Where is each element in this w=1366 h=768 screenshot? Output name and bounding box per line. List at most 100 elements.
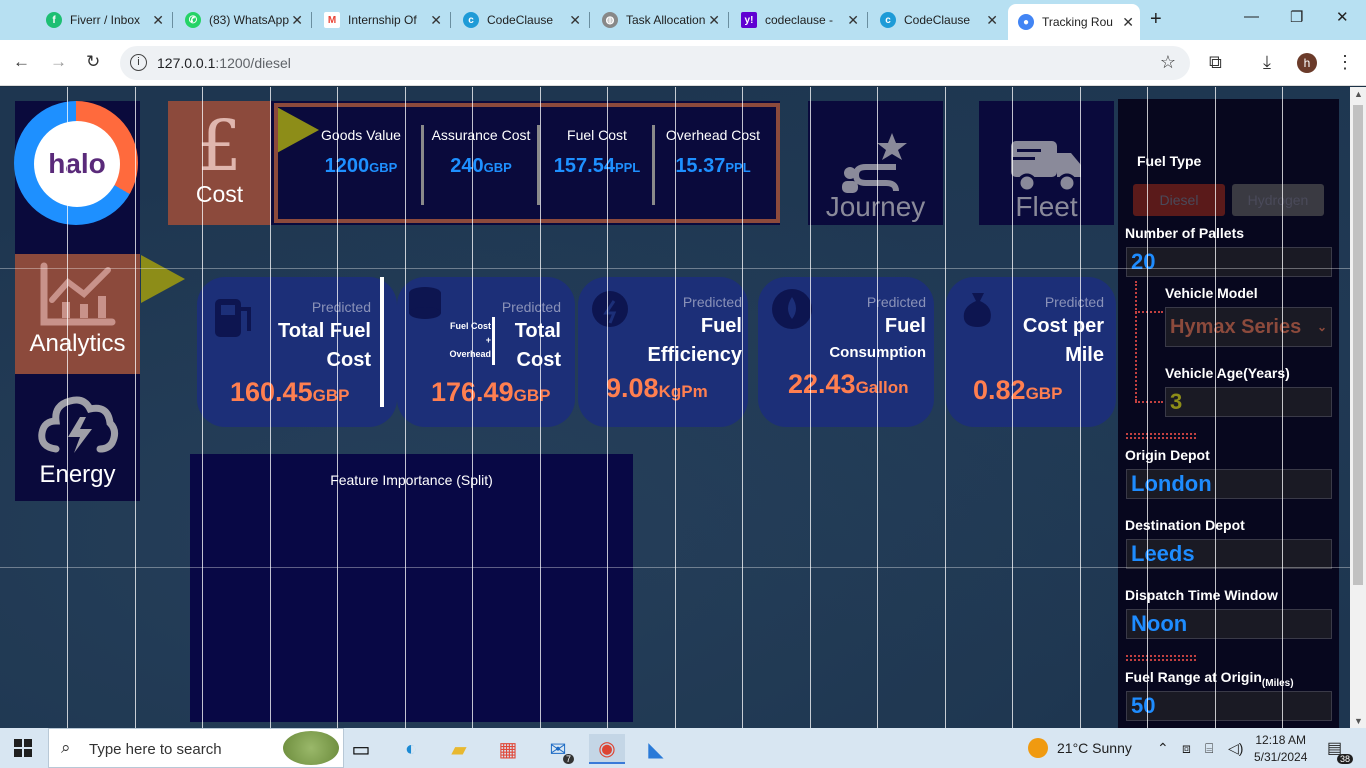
fuel-range-input[interactable]: 50: [1126, 691, 1332, 721]
tab-label: Internship Of: [348, 13, 417, 27]
site-info-icon[interactable]: i: [130, 54, 147, 71]
close-window-button[interactable]: ✕: [1336, 9, 1349, 26]
scrollbar-thumb[interactable]: [1353, 105, 1363, 585]
tab-yahoo[interactable]: y! codeclause - ✕: [731, 6, 865, 34]
fiverr-icon: f: [46, 12, 62, 28]
tab-codeclause[interactable]: c CodeClause ✕: [453, 6, 587, 34]
chevron-down-icon: ⌄: [1316, 320, 1327, 334]
pallets-input[interactable]: 20: [1126, 247, 1332, 277]
menu-kebab-icon[interactable]: ⋮: [1336, 52, 1354, 72]
coins-stack-icon: [409, 287, 441, 319]
close-icon[interactable]: ✕: [847, 11, 859, 28]
truck-icon: [1010, 141, 1081, 193]
clock[interactable]: 12:18 AM 5/31/2024: [1254, 733, 1308, 764]
nav-tile-journey[interactable]: Journey: [808, 101, 943, 225]
nav-tile-fleet[interactable]: Fleet: [979, 101, 1114, 225]
sun-icon: [1028, 738, 1048, 758]
close-icon[interactable]: ✕: [430, 11, 442, 28]
sidebar-item-analytics[interactable]: Analytics: [15, 254, 140, 374]
scroll-down-icon[interactable]: ▼: [1354, 716, 1363, 726]
tab-label: codeclause -: [765, 13, 834, 27]
fuel-type-label: Fuel Type: [1137, 153, 1202, 169]
destination-depot-input[interactable]: Leeds: [1126, 539, 1332, 569]
extensions-icon[interactable]: ⧉: [1209, 52, 1222, 72]
restore-button[interactable]: ❐: [1290, 9, 1304, 26]
tab-fiverr[interactable]: f Fiverr / Inbox ✕: [36, 6, 170, 34]
card-value: 9.08KgPm: [606, 373, 708, 403]
download-icon[interactable]: ⤓: [1263, 52, 1271, 72]
card-value: 0.82GBP: [973, 375, 1063, 405]
nav-tile-label: Fleet: [1015, 191, 1078, 222]
page-scrollbar[interactable]: ▲ ▼: [1350, 87, 1366, 728]
notification-center-icon[interactable]: ▤ 38: [1325, 736, 1353, 764]
windows-start-icon[interactable]: [14, 739, 32, 757]
card-title: Total Fuel Cost: [278, 320, 371, 371]
tab-codeclause-2[interactable]: c CodeClause ✕: [870, 6, 1004, 34]
reload-button[interactable]: ↻: [86, 52, 101, 71]
fuel-option-diesel[interactable]: Diesel: [1133, 184, 1225, 216]
dashboard-page: halo Analytics Energy £ Cost Goods Value…: [0, 87, 1350, 728]
vscode-icon[interactable]: ◣: [648, 738, 664, 761]
journey-route-icon: [841, 133, 907, 193]
card-value: 22.43Gallon: [788, 369, 909, 399]
url-text[interactable]: 127.0.0.1:1200/diesel: [157, 55, 291, 71]
metric-assurance-cost: Assurance Cost 240GBP: [431, 127, 531, 177]
task-view-icon[interactable]: ▭: [351, 738, 371, 761]
tab-gmail[interactable]: M Internship Of ✕: [314, 6, 448, 34]
sidebar-item-label: Energy: [39, 461, 116, 488]
minimize-button[interactable]: —: [1244, 8, 1259, 25]
tray-chevron-icon[interactable]: ⌃: [1157, 740, 1169, 756]
network-icon[interactable]: ⌸: [1205, 740, 1214, 756]
vehicle-model-select[interactable]: Hymax Series ⌄: [1165, 307, 1332, 347]
scroll-up-icon[interactable]: ▲: [1354, 89, 1363, 99]
predicted-label: Predicted: [682, 294, 742, 310]
close-icon[interactable]: ✕: [708, 11, 720, 28]
profile-avatar[interactable]: h: [1297, 53, 1317, 73]
codeclause-icon: c: [880, 12, 896, 28]
card-value: 176.49GBP: [431, 377, 551, 407]
meet-icon[interactable]: ⧈: [1182, 740, 1191, 756]
forward-button[interactable]: →: [50, 52, 67, 71]
card-title: Total Cost: [514, 320, 561, 371]
metric-fuel-cost: Fuel Cost 157.54PPL: [553, 127, 641, 177]
close-icon[interactable]: ✕: [152, 11, 164, 28]
back-button[interactable]: ←: [13, 52, 30, 71]
metric-overhead-cost: Overhead Cost 15.37PPL: [665, 127, 761, 177]
halo-logo[interactable]: halo: [14, 101, 138, 225]
dispatch-window-input[interactable]: Noon: [1126, 609, 1332, 639]
card-title: Fuel: [884, 315, 926, 337]
edge-icon[interactable]: ◐: [404, 737, 418, 760]
cost-metrics-frame: [274, 103, 780, 223]
weather-text[interactable]: 21°C Sunny: [1057, 740, 1132, 756]
origin-depot-input[interactable]: London: [1126, 469, 1332, 499]
close-icon[interactable]: ✕: [1122, 13, 1134, 30]
close-icon[interactable]: ✕: [986, 11, 998, 28]
chrome-taskbar-icon[interactable]: ◉: [589, 734, 625, 764]
close-icon[interactable]: ✕: [569, 11, 581, 28]
fuel-range-label: Fuel Range at Origin(Miles): [1125, 669, 1294, 689]
tab-tracking-active[interactable]: ● Tracking Rou ✕: [1008, 4, 1140, 40]
feature-importance-chart: Feature Importance (Split): [190, 454, 633, 722]
pound-icon: £: [197, 105, 242, 187]
store-icon[interactable]: ▦: [498, 738, 518, 761]
tab-task-allocation[interactable]: ◍ Task Allocation ✕: [592, 6, 726, 34]
vehicle-age-label: Vehicle Age(Years): [1165, 365, 1290, 381]
tab-whatsapp[interactable]: ✆ (83) WhatsApp ✕: [175, 6, 309, 34]
omnibox[interactable]: i 127.0.0.1:1200/diesel ☆: [120, 46, 1190, 80]
energy-cloud-bolt-icon: [37, 396, 118, 453]
arrow-pointer-icon: [141, 255, 185, 303]
mail-icon[interactable]: ✉ 7: [540, 734, 576, 764]
file-explorer-icon[interactable]: ▰: [451, 738, 467, 761]
bookmark-star-icon[interactable]: ☆: [1159, 52, 1176, 72]
card-total-fuel-cost: Predicted Total Fuel Cost 160.45GBP: [197, 277, 397, 427]
formula-note: Fuel Cost + Overhead: [449, 321, 491, 359]
new-tab-button[interactable]: +: [1150, 8, 1162, 30]
close-icon[interactable]: ✕: [291, 11, 303, 28]
sidebar-item-energy[interactable]: Energy: [15, 377, 140, 501]
vehicle-age-input[interactable]: 3: [1165, 387, 1332, 417]
fuel-option-hydrogen[interactable]: Hydrogen: [1232, 184, 1324, 216]
taskbar-search-box[interactable]: ⌕ Type here to search: [48, 728, 344, 768]
metric-value: 15.37: [675, 155, 726, 177]
volume-icon[interactable]: ◁): [1228, 740, 1244, 756]
cost-tile[interactable]: £ Cost: [168, 101, 271, 225]
